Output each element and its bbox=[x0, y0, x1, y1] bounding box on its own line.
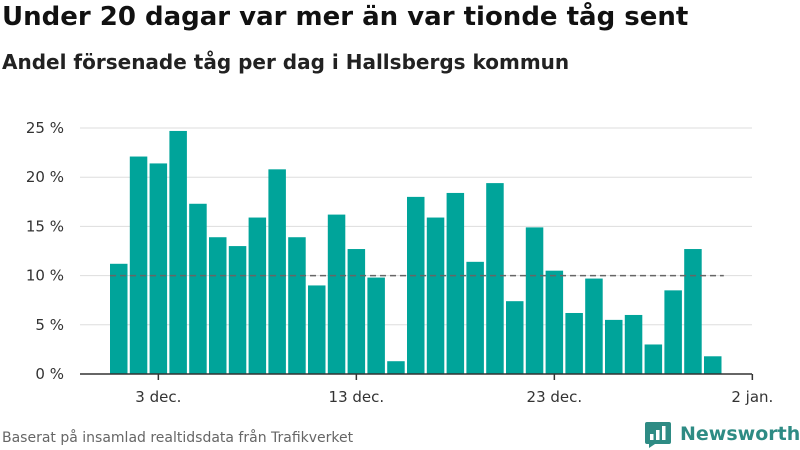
bar bbox=[387, 361, 405, 374]
bar bbox=[565, 312, 583, 374]
newsworthy-logo-icon bbox=[645, 422, 671, 448]
bar bbox=[684, 249, 702, 374]
bar bbox=[585, 278, 603, 374]
bar bbox=[129, 156, 148, 374]
source-note: Baserat på insamlad realtidsdata från Tr… bbox=[2, 430, 354, 446]
y-tick-label: 10 % bbox=[26, 267, 64, 285]
bar bbox=[644, 344, 663, 374]
chart-subtitle: Andel försenade tåg per dag i Hallsbergs… bbox=[2, 50, 570, 74]
bar bbox=[426, 217, 445, 374]
bar bbox=[248, 217, 267, 374]
bar bbox=[446, 192, 465, 374]
bar bbox=[169, 130, 187, 374]
y-tick-label: 20 % bbox=[26, 168, 64, 186]
bar bbox=[228, 246, 247, 374]
y-tick-label: 0 % bbox=[35, 365, 64, 383]
bar bbox=[466, 261, 484, 374]
bar bbox=[308, 285, 326, 374]
x-tick-label: 2 jan. bbox=[731, 388, 773, 406]
bar bbox=[664, 290, 682, 374]
bar bbox=[624, 314, 643, 374]
brand-name: Newsworthy bbox=[680, 423, 800, 445]
x-tick-label: 23 dec. bbox=[527, 388, 583, 406]
bar bbox=[149, 163, 168, 374]
bar bbox=[209, 237, 227, 374]
x-tick-label: 3 dec. bbox=[135, 388, 181, 406]
bar bbox=[327, 214, 346, 374]
bar bbox=[407, 196, 425, 374]
bar bbox=[605, 319, 623, 374]
y-tick-label: 15 % bbox=[26, 217, 64, 235]
y-tick-label: 25 % bbox=[26, 119, 64, 137]
bar bbox=[525, 227, 544, 374]
x-tick-label: 13 dec. bbox=[329, 388, 385, 406]
bar bbox=[704, 356, 722, 374]
bar bbox=[506, 301, 524, 374]
bar bbox=[367, 277, 385, 374]
bar-chart: 0 % 5 % 10 % 15 % 20 % 25 % 3 dec. 13 dec. 23 de… bbox=[26, 119, 773, 406]
bar bbox=[288, 237, 306, 374]
chart-title: Under 20 dagar var mer än var tionde tåg… bbox=[2, 2, 689, 32]
bar bbox=[268, 169, 286, 374]
bar bbox=[347, 249, 366, 374]
bar bbox=[110, 263, 128, 374]
brand-logo: Newsworthy bbox=[644, 420, 800, 448]
bar bbox=[486, 183, 504, 374]
bar bbox=[189, 203, 207, 374]
bar bbox=[545, 270, 564, 374]
y-tick-label: 5 % bbox=[35, 316, 64, 334]
